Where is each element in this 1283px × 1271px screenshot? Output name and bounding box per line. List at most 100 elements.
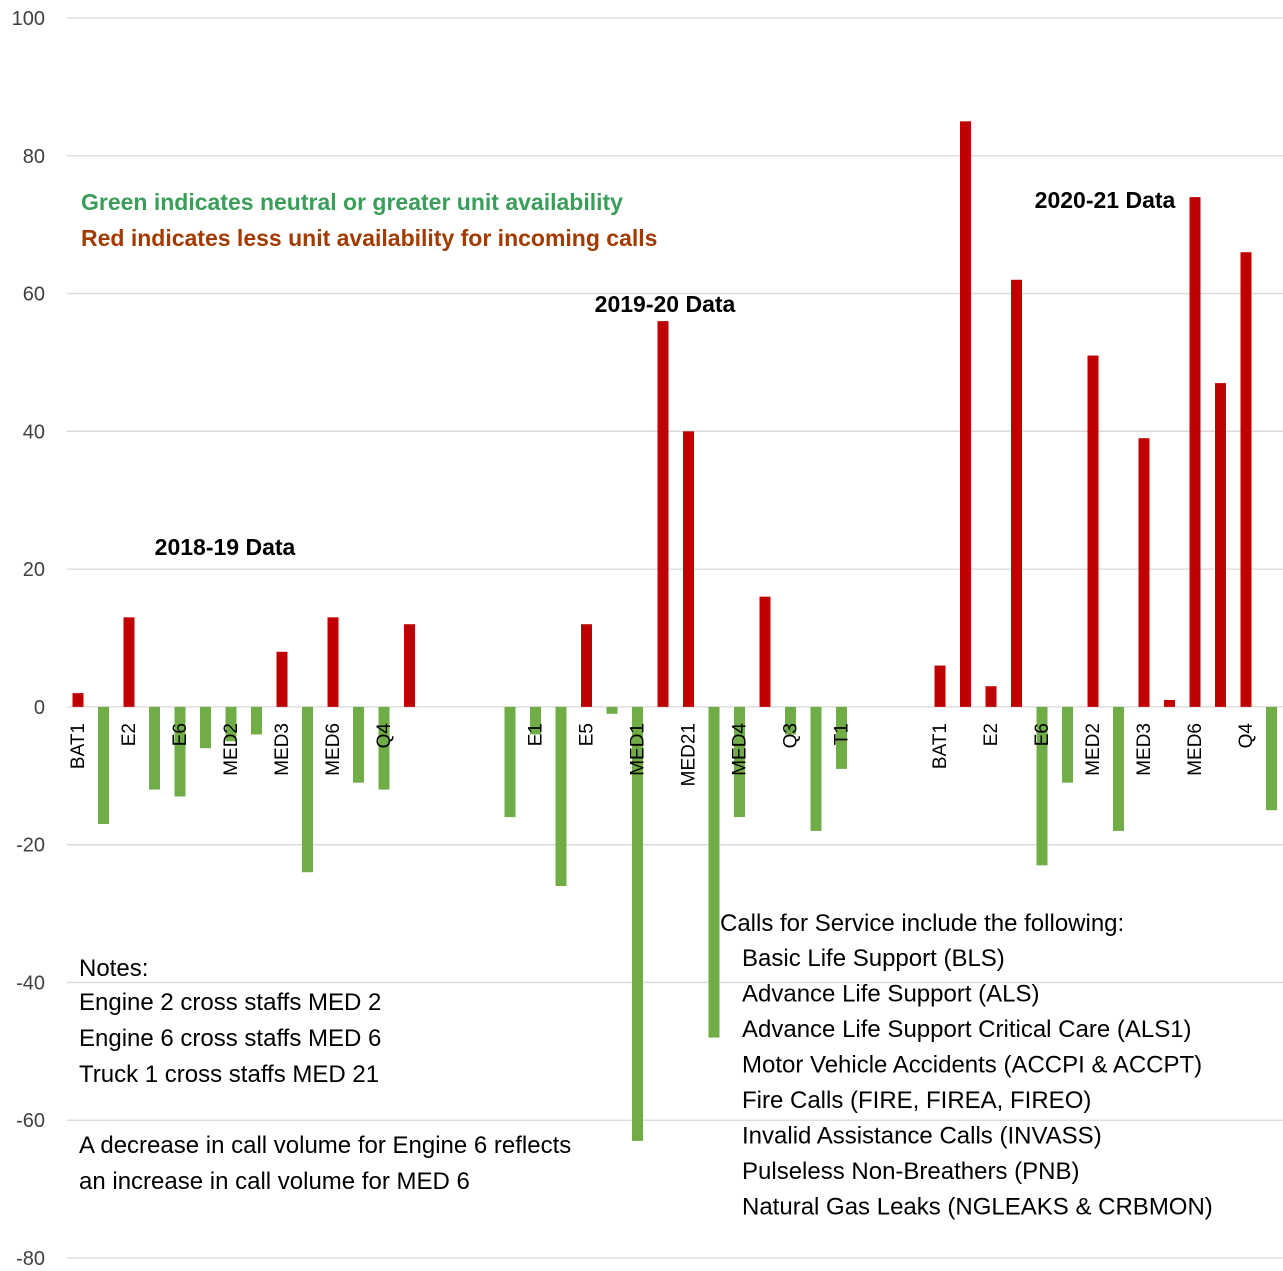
x-tick-label: E6: [1032, 723, 1053, 746]
calls-item: Fire Calls (FIRE, FIREA, FIREO): [742, 1087, 1091, 1114]
bar: [174, 706, 186, 797]
bar: [581, 624, 592, 707]
y-tick-label: 40: [23, 421, 45, 443]
bar: [555, 706, 567, 886]
x-tick-label: Q4: [1236, 723, 1257, 749]
legend-red-text: Red indicates less unit availability for…: [81, 225, 657, 251]
x-tick-label: MED21: [679, 723, 700, 786]
y-tick-label: 80: [23, 146, 45, 168]
y-tick-label: 100: [12, 8, 45, 30]
x-tick-label: MED2: [221, 723, 242, 776]
y-axis-ticks: -80 -60 -40 -20 0 20 40 60 80 100: [12, 8, 45, 1270]
bar: [785, 706, 796, 735]
x-tick-label: Q4: [374, 723, 395, 749]
x-tick-label: BAT1: [930, 723, 951, 769]
bar: [327, 617, 339, 707]
calls-item: Basic Life Support (BLS): [742, 945, 1005, 972]
gridlines: [67, 17, 1283, 1259]
calls-item: Natural Gas Leaks (NGLEAKS & CRBMON): [742, 1194, 1213, 1221]
bar: [632, 706, 643, 1141]
bar: [123, 617, 135, 707]
y-tick-label: 60: [23, 284, 45, 306]
notes-block: Notes: Engine 2 cross staffs MED 2 Engine …: [79, 955, 571, 1195]
x-tick-label: MED3: [272, 723, 293, 776]
bar: [683, 431, 694, 707]
calls-for-service-block: Calls for Service include the following:…: [720, 910, 1213, 1221]
y-tick-label: 0: [34, 697, 45, 719]
x-tick-label: E5: [577, 723, 598, 746]
bar: [530, 706, 541, 735]
notes-extra-line: A decrease in call volume for Engine 6 r…: [79, 1132, 571, 1159]
group-title: 2019-20 Data: [595, 291, 736, 317]
x-tick-label: E1: [526, 723, 547, 746]
x-tick-label: MED2: [1083, 723, 1104, 776]
bar: [225, 706, 237, 742]
calls-item: Invalid Assistance Calls (INVASS): [742, 1123, 1102, 1150]
category-labels: BAT1 E2 E6 MED2 MED3 MED6 Q4 E1 E5 MED1 MED21 MED4 Q…: [68, 723, 1257, 787]
calls-heading: Calls for Service include the following:: [720, 910, 1124, 937]
x-tick-label: MED1: [628, 723, 649, 776]
bar: [985, 686, 997, 707]
bar: [353, 706, 364, 783]
annotations: Green indicates neutral or greater unit …: [81, 189, 657, 251]
bar: [734, 706, 745, 818]
y-tick-label: -40: [16, 972, 45, 994]
calls-item: Advance Life Support Critical Care (ALS1…: [742, 1016, 1192, 1043]
bar: [1189, 197, 1201, 707]
x-tick-label: T1: [832, 723, 853, 745]
notes-line: Truck 1 cross staffs MED 21: [79, 1061, 379, 1088]
x-tick-label: MED6: [323, 723, 344, 776]
bar: [1240, 252, 1252, 707]
notes-extra-line: an increase in call volume for MED 6: [79, 1168, 470, 1195]
bar: [504, 706, 516, 818]
y-tick-label: -60: [16, 1110, 45, 1132]
calls-item: Advance Life Support (ALS): [742, 981, 1040, 1008]
x-tick-label: MED3: [1134, 723, 1155, 776]
x-tick-label: E6: [170, 723, 191, 746]
bar: [1036, 706, 1048, 866]
notes-line: Engine 2 cross staffs MED 2: [79, 989, 381, 1016]
x-tick-label: MED6: [1185, 723, 1206, 776]
bar: [1062, 706, 1073, 783]
x-tick-label: E2: [981, 723, 1002, 746]
y-tick-label: -80: [16, 1248, 45, 1270]
bar: [1011, 279, 1022, 707]
notes-line: Engine 6 cross staffs MED 6: [79, 1025, 381, 1052]
bar: [1113, 706, 1124, 831]
calls-item: Motor Vehicle Accidents (ACCPI & ACCPT): [742, 1052, 1202, 1079]
bar: [708, 706, 720, 1038]
bar: [276, 651, 288, 707]
bar: [1266, 706, 1277, 811]
bars: [72, 121, 1277, 1141]
bar: [251, 706, 262, 735]
bar: [1215, 383, 1226, 707]
bar: [759, 596, 771, 707]
bar: [810, 706, 822, 831]
bar: [1164, 700, 1175, 707]
bar: [657, 321, 669, 707]
bar: [836, 706, 847, 769]
bar: [98, 706, 109, 824]
bar: [72, 693, 84, 707]
bar: [404, 624, 415, 707]
bar: [960, 121, 971, 707]
bar: [606, 706, 618, 714]
x-tick-label: E2: [119, 723, 140, 746]
y-tick-label: -20: [16, 835, 45, 857]
bar: [1087, 355, 1099, 707]
bar: [149, 706, 160, 790]
y-tick-label: 20: [23, 559, 45, 581]
bar: [302, 706, 313, 873]
x-tick-label: BAT1: [68, 723, 89, 769]
group-titles: 2018-19 Data 2019-20 Data 2020-21 Data: [155, 187, 1176, 560]
calls-item: Pulseless Non-Breathers (PNB): [742, 1158, 1079, 1185]
bar: [1138, 438, 1150, 707]
x-tick-label: MED4: [730, 723, 751, 776]
bar: [378, 706, 390, 790]
x-tick-label: Q3: [781, 723, 802, 748]
bar: [934, 665, 946, 707]
bar: [200, 706, 211, 749]
legend-green-text: Green indicates neutral or greater unit …: [81, 189, 623, 215]
group-title: 2020-21 Data: [1035, 187, 1176, 213]
